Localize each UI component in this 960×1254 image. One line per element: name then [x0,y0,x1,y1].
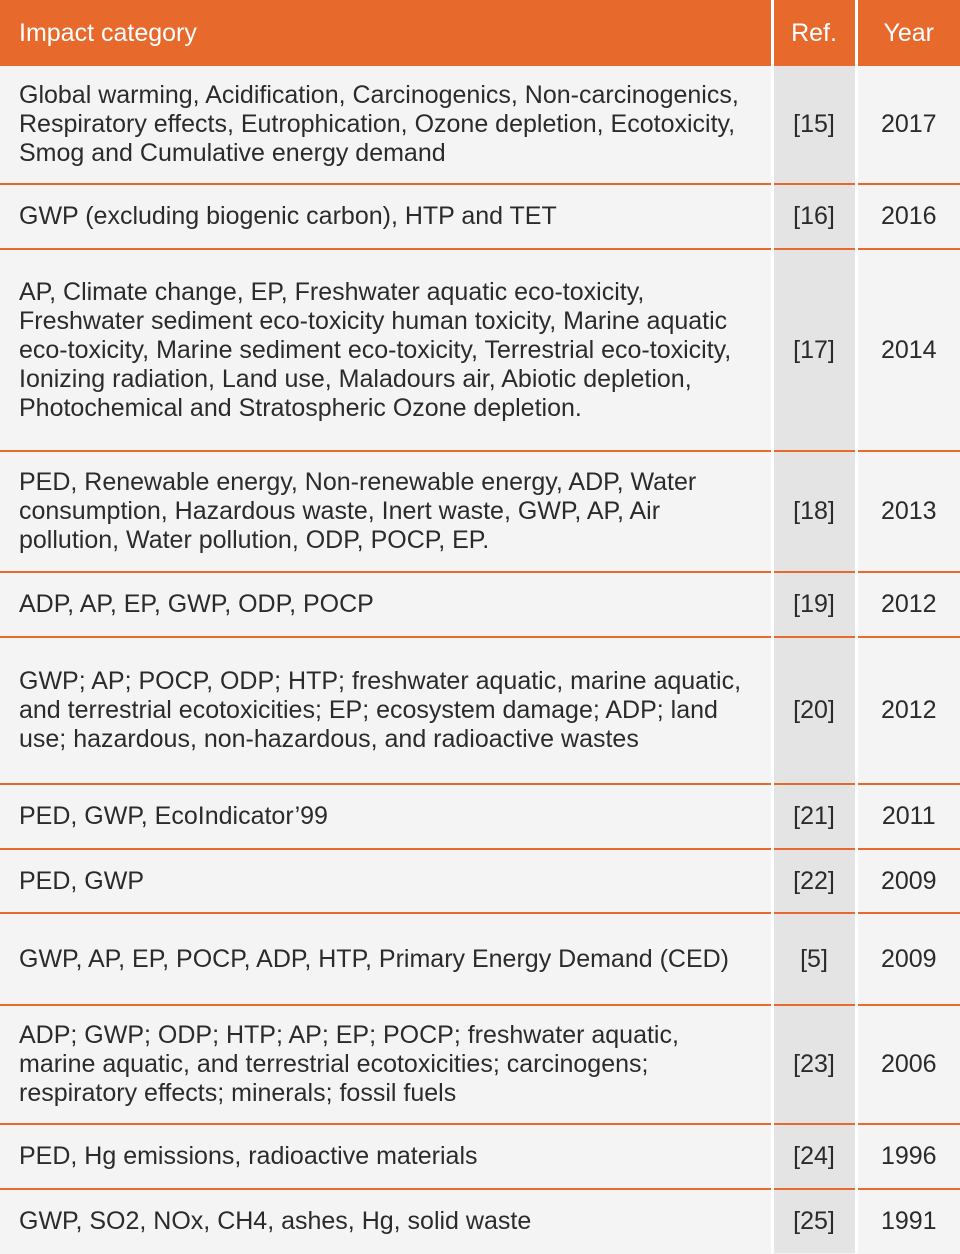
table-row: GWP; AP; POCP, ODP; HTP; freshwater aqua… [0,637,960,785]
table-row: ADP, AP, EP, GWP, ODP, POCP [19] 2012 [0,572,960,638]
header-impact-category: Impact category [0,0,772,66]
year-cell: 2006 [854,1005,960,1125]
table-row: GWP, SO2, NOx, CH4, ashes, Hg, solid was… [0,1189,960,1253]
ref-cell: [19] [770,572,856,638]
impact-cell: GWP (excluding biogenic carbon), HTP and… [0,184,772,250]
year-cell: 2009 [854,913,960,1006]
year-cell: 2014 [854,249,960,452]
ref-cell: [21] [770,784,856,850]
impact-cell: PED, GWP [0,849,772,914]
table-row: GWP (excluding biogenic carbon), HTP and… [0,184,960,250]
year-cell: 2011 [854,784,960,850]
impact-cell: GWP, AP, EP, POCP, ADP, HTP, Primary Ene… [0,913,772,1006]
impact-cell: PED, Renewable energy, Non-renewable ene… [0,451,772,573]
impact-cell: PED, Hg emissions, radioactive materials [0,1124,772,1190]
table-row: GWP, AP, EP, POCP, ADP, HTP, Primary Ene… [0,913,960,1006]
impact-cell: AP, Climate change, EP, Freshwater aquat… [0,249,772,452]
table-row: AP, Climate change, EP, Freshwater aquat… [0,249,960,452]
impact-cell: GWP, SO2, NOx, CH4, ashes, Hg, solid was… [0,1189,772,1253]
ref-cell: [16] [770,184,856,250]
year-cell: 2009 [854,849,960,914]
impact-cell: Global warming, Acidification, Carcinoge… [0,66,772,185]
table-row: PED, GWP [22] 2009 [0,849,960,914]
ref-cell: [17] [770,249,856,452]
ref-cell: [22] [770,849,856,914]
ref-cell: [5] [770,913,856,1006]
year-cell: 2012 [854,637,960,785]
year-cell: 2012 [854,572,960,638]
impact-cell: ADP, AP, EP, GWP, ODP, POCP [0,572,772,638]
table-row: ADP; GWP; ODP; HTP; AP; EP; POCP; freshw… [0,1005,960,1125]
year-cell: 1996 [854,1124,960,1190]
header-ref: Ref. [770,0,856,66]
year-cell: 2013 [854,451,960,573]
impact-cell: PED, GWP, EcoIndicator’99 [0,784,772,850]
ref-cell: [24] [770,1124,856,1190]
table-row: PED, GWP, EcoIndicator’99 [21] 2011 [0,784,960,850]
ref-cell: [18] [770,451,856,573]
impact-cell: GWP; AP; POCP, ODP; HTP; freshwater aqua… [0,637,772,785]
table-row: PED, Hg emissions, radioactive materials… [0,1124,960,1190]
year-cell: 2016 [854,184,960,250]
table-header-row: Impact category Ref. Year [0,0,960,66]
header-year: Year [854,0,960,66]
ref-cell: [20] [770,637,856,785]
year-cell: 2017 [854,66,960,185]
impact-cell: ADP; GWP; ODP; HTP; AP; EP; POCP; freshw… [0,1005,772,1125]
table-row: PED, Renewable energy, Non-renewable ene… [0,451,960,573]
ref-cell: [23] [770,1005,856,1125]
ref-cell: [25] [770,1189,856,1253]
year-cell: 1991 [854,1189,960,1253]
table-row: Global warming, Acidification, Carcinoge… [0,66,960,185]
ref-cell: [15] [770,66,856,185]
